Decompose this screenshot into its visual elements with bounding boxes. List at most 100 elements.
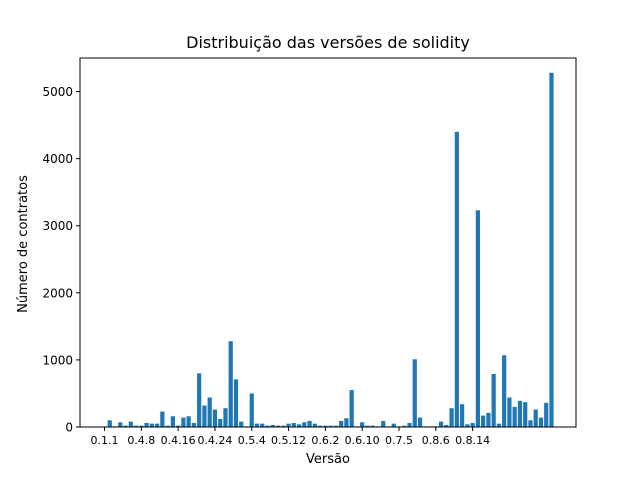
y-axis: 0 1000 2000 3000 4000 5000 bbox=[42, 85, 80, 435]
x-tick-label: 0.1.1 bbox=[91, 434, 119, 447]
bar bbox=[349, 390, 354, 427]
x-tick-label: 0.7.5 bbox=[385, 434, 413, 447]
bar bbox=[517, 400, 523, 427]
y-tick-label: 5000 bbox=[42, 85, 73, 99]
x-tick-label: 0.5.4 bbox=[238, 434, 266, 447]
bar bbox=[402, 425, 407, 427]
bar bbox=[307, 420, 312, 427]
bar bbox=[333, 425, 338, 427]
bar bbox=[291, 422, 296, 427]
bar bbox=[417, 417, 423, 427]
bar bbox=[223, 408, 228, 427]
bar bbox=[344, 418, 349, 427]
x-tick-label: 0.4.16 bbox=[161, 434, 196, 447]
bar bbox=[444, 424, 449, 427]
bar bbox=[449, 408, 454, 427]
bar bbox=[144, 422, 149, 427]
bar bbox=[507, 397, 512, 427]
bar bbox=[281, 425, 286, 427]
bar bbox=[544, 402, 549, 427]
x-tick-label: 0.4.8 bbox=[127, 434, 155, 447]
bar bbox=[233, 379, 239, 427]
bar bbox=[381, 420, 386, 427]
bar bbox=[523, 402, 528, 427]
bar bbox=[454, 131, 459, 428]
x-tick-label: 0.5.12 bbox=[271, 434, 306, 447]
bar bbox=[286, 423, 291, 427]
bar bbox=[486, 412, 491, 427]
bar bbox=[302, 422, 307, 427]
x-tick-label: 0.8.6 bbox=[422, 434, 450, 447]
bar bbox=[265, 425, 270, 427]
bar bbox=[323, 425, 328, 427]
bar bbox=[128, 421, 133, 427]
bar bbox=[160, 411, 165, 427]
bar bbox=[296, 424, 302, 427]
y-axis-label: Número de contratos bbox=[16, 175, 31, 313]
bar bbox=[107, 420, 112, 427]
bar bbox=[170, 416, 175, 427]
y-tick-label: 1000 bbox=[42, 353, 73, 367]
bar bbox=[502, 355, 507, 427]
bar bbox=[549, 72, 554, 427]
bar bbox=[270, 424, 275, 427]
bar bbox=[512, 406, 517, 427]
bar bbox=[139, 425, 144, 427]
y-tick-label: 3000 bbox=[42, 219, 73, 233]
y-tick-label: 2000 bbox=[42, 286, 73, 300]
bar bbox=[533, 409, 538, 427]
chart-title: Distribuição das versões de solidity bbox=[186, 33, 470, 52]
bar bbox=[207, 397, 212, 427]
bar bbox=[312, 423, 317, 427]
bar bbox=[254, 423, 260, 427]
bar bbox=[360, 422, 365, 427]
bar bbox=[260, 423, 265, 427]
bar bbox=[370, 425, 375, 427]
bar bbox=[412, 359, 417, 427]
plot-frame bbox=[79, 57, 577, 428]
x-tick-label: 0.4.24 bbox=[197, 434, 232, 447]
bar bbox=[391, 423, 396, 427]
bar bbox=[459, 404, 465, 427]
bar bbox=[275, 425, 281, 427]
bar bbox=[228, 341, 233, 427]
bar bbox=[496, 423, 502, 427]
bar bbox=[438, 421, 444, 427]
x-tick-label: 0.8.14 bbox=[455, 434, 490, 447]
bar bbox=[538, 417, 544, 427]
bar bbox=[181, 417, 186, 427]
bar bbox=[528, 420, 533, 427]
bar bbox=[470, 422, 475, 427]
bar bbox=[339, 420, 344, 427]
bar bbox=[123, 425, 128, 427]
bar bbox=[118, 422, 123, 427]
bar bbox=[133, 425, 139, 427]
plot-area bbox=[107, 72, 554, 428]
x-axis-label: Versão bbox=[306, 452, 350, 467]
bar bbox=[191, 422, 197, 427]
bar bbox=[475, 210, 480, 427]
bar bbox=[154, 423, 160, 427]
x-tick-label: 0.6.10 bbox=[345, 434, 380, 447]
y-tick-label: 4000 bbox=[42, 152, 73, 166]
bar bbox=[149, 423, 154, 427]
bar bbox=[407, 422, 412, 427]
bar bbox=[465, 424, 470, 427]
bar bbox=[481, 415, 486, 427]
bar bbox=[491, 374, 496, 427]
bar bbox=[165, 425, 170, 427]
bar bbox=[249, 393, 254, 427]
bar bbox=[218, 418, 223, 427]
bar bbox=[239, 421, 244, 427]
bar bbox=[186, 416, 191, 427]
bar bbox=[328, 425, 333, 427]
bar bbox=[176, 425, 181, 427]
bar bbox=[318, 425, 323, 427]
bar bbox=[202, 405, 207, 427]
bar bbox=[212, 409, 218, 427]
x-axis: 0.1.1 0.4.8 0.4.16 0.4.24 0.5.4 0.5.12 0.6.2 0.… bbox=[91, 427, 490, 447]
bar bbox=[197, 373, 202, 427]
bar bbox=[365, 425, 370, 427]
y-tick-label: 0 bbox=[65, 421, 73, 435]
